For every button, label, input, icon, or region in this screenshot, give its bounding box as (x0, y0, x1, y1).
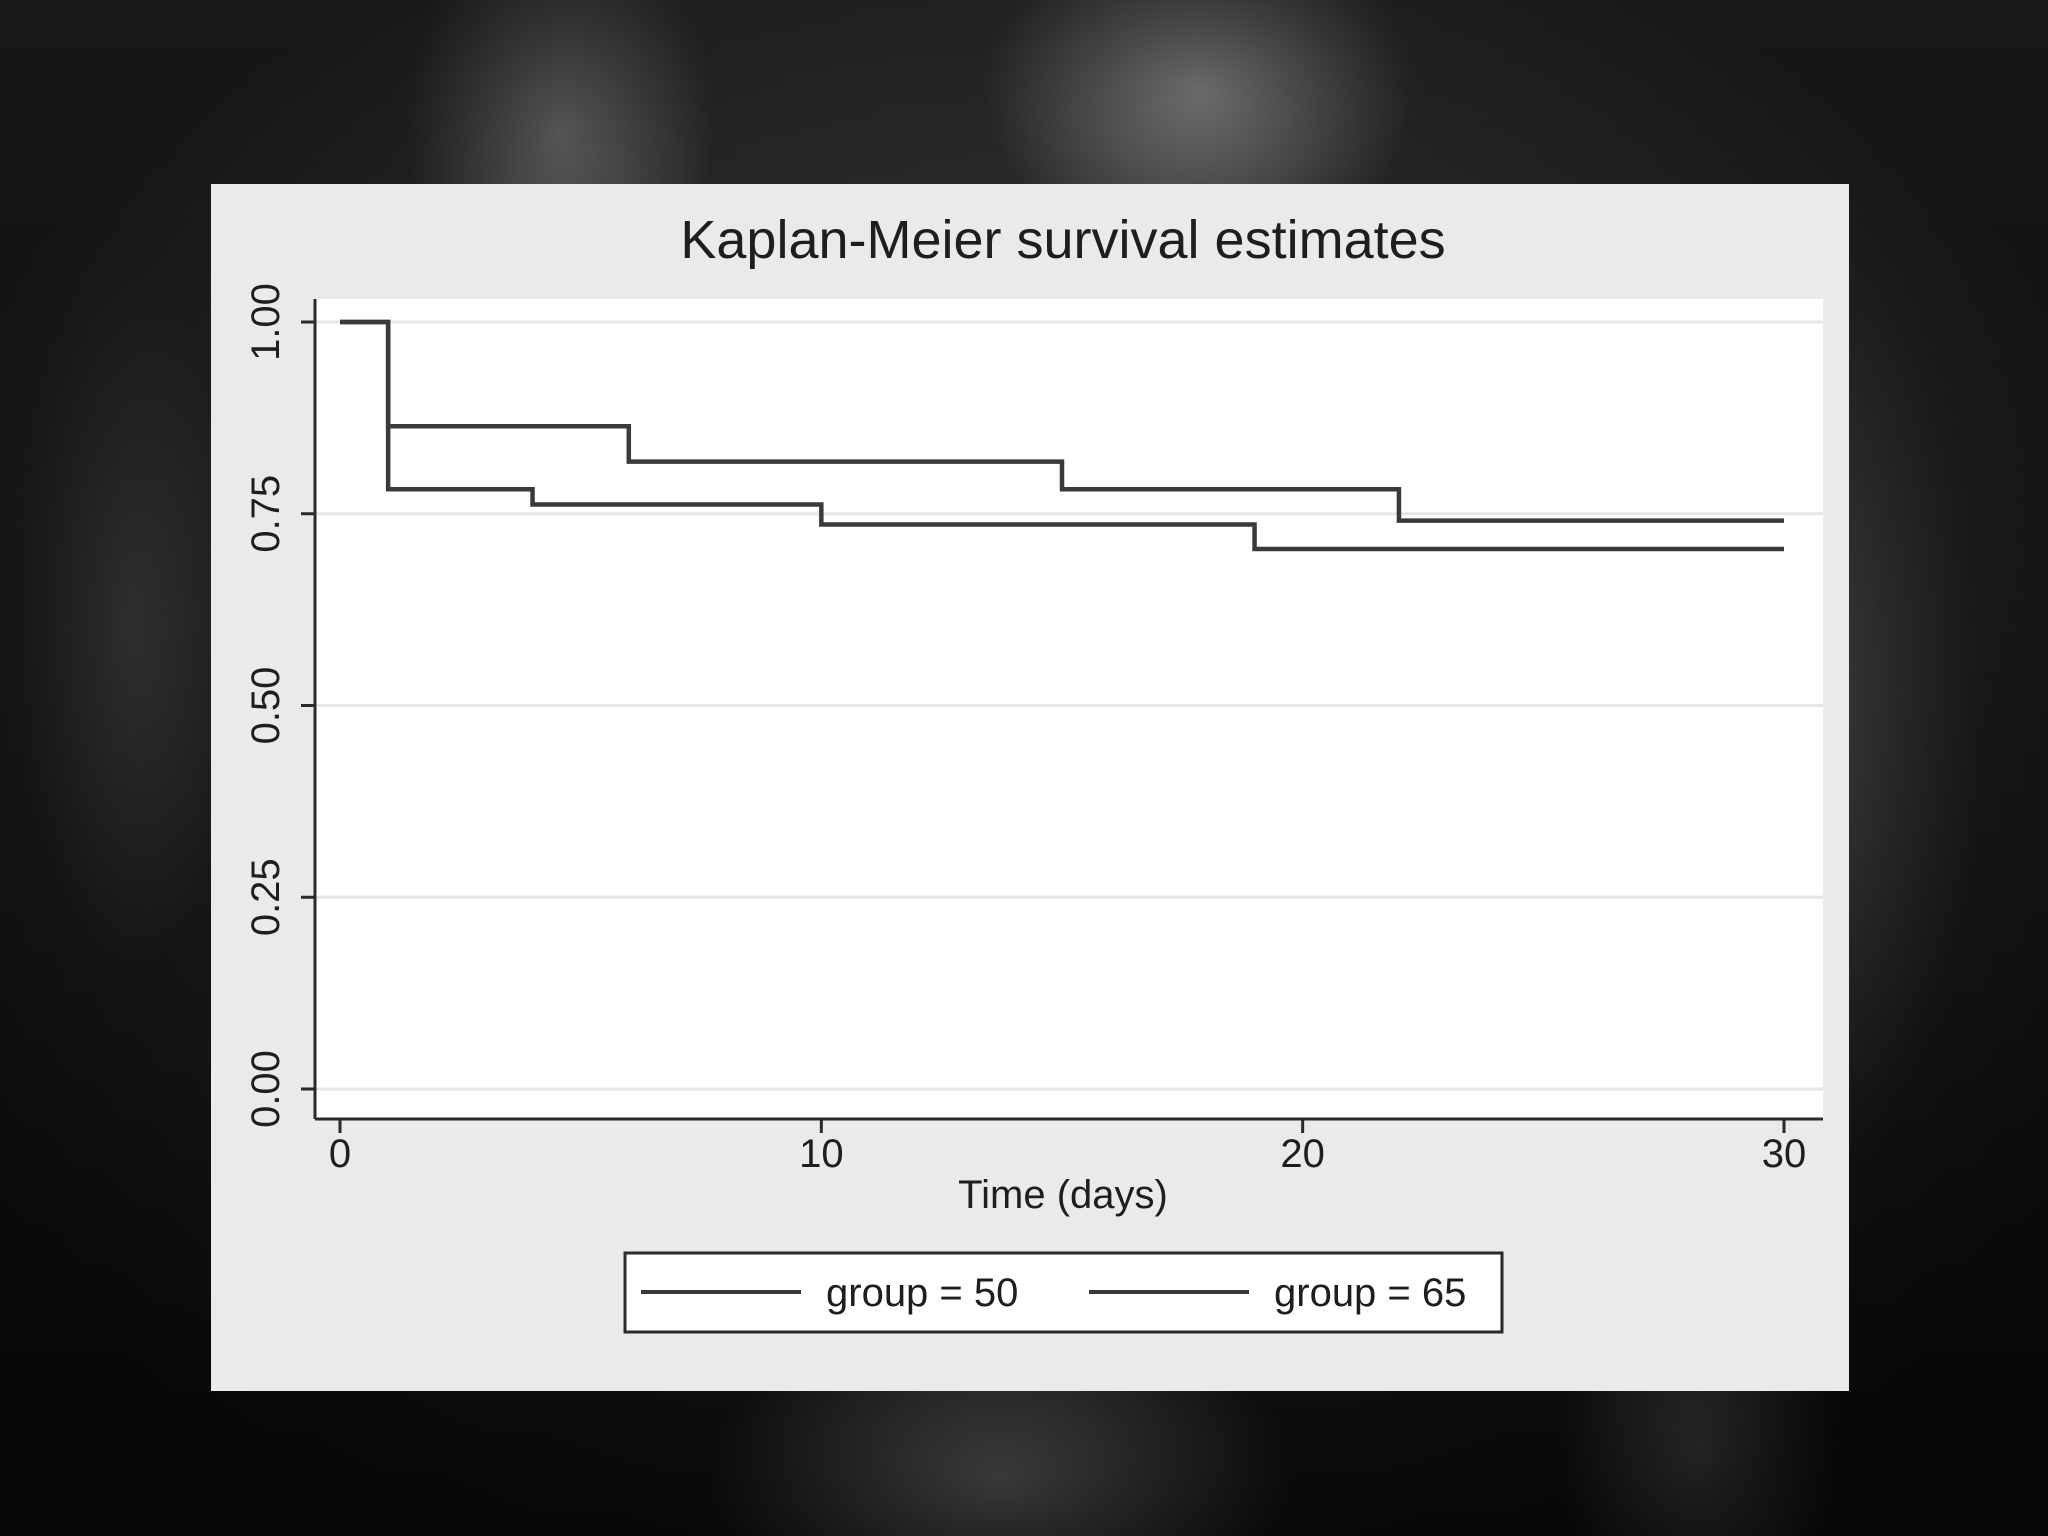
plot-area (315, 299, 1823, 1119)
legend-label-2: group = 65 (1274, 1271, 1466, 1315)
survival-chart: Kaplan-Meier survival estimates 0.00 0.25… (244, 210, 1823, 1334)
chart-panel: Kaplan-Meier survival estimates 0.00 0.25… (211, 184, 1849, 1391)
chart-title: Kaplan-Meier survival estimates (680, 210, 1445, 270)
x-axis-label: Time (days) (958, 1173, 1168, 1217)
axes: 0.00 0.25 0.50 0.75 1.00 0 10 20 30 (244, 283, 1823, 1176)
legend-label-1: group = 50 (826, 1271, 1018, 1315)
series-line-2 (340, 319, 1784, 552)
x-tick-label: 0 (329, 1132, 351, 1176)
y-tick-label: 0.50 (244, 667, 288, 745)
x-tick-label: 10 (799, 1132, 844, 1176)
x-tick-label: 30 (1762, 1132, 1807, 1176)
y-tick-label: 0.25 (244, 858, 288, 936)
legend: group = 50 group = 65 (623, 1251, 1504, 1334)
x-tick-label: 20 (1280, 1132, 1325, 1176)
y-tick-label: 1.00 (244, 283, 288, 361)
series-lines (340, 319, 1784, 552)
gridlines (315, 320, 1823, 1091)
y-tick-label: 0.00 (244, 1050, 288, 1128)
y-tick-label: 0.75 (244, 475, 288, 553)
